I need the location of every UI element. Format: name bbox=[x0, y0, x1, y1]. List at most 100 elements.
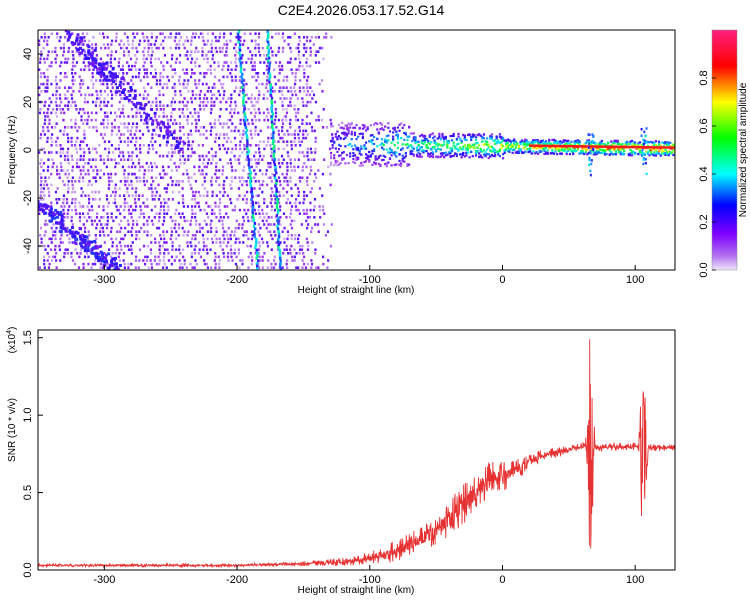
heatmap-cell bbox=[76, 33, 80, 37]
heatmap-cell bbox=[158, 154, 162, 158]
heatmap-cell bbox=[158, 259, 161, 262]
heatmap-cell bbox=[107, 262, 110, 266]
heatmap-cell bbox=[79, 154, 82, 158]
heatmap-cell bbox=[127, 262, 130, 266]
heatmap-cell bbox=[115, 86, 119, 90]
heatmap-cell bbox=[661, 150, 664, 154]
heatmap-cell bbox=[173, 226, 176, 230]
heatmap-cell bbox=[238, 51, 241, 55]
heatmap-cell bbox=[230, 115, 234, 118]
heatmap-cell bbox=[65, 75, 69, 79]
heatmap-cell bbox=[632, 150, 635, 154]
heatmap-cell bbox=[473, 147, 476, 150]
heatmap-cell bbox=[99, 154, 102, 158]
heatmap-cell bbox=[135, 187, 138, 190]
heatmap-cell bbox=[107, 252, 111, 256]
heatmap-cell bbox=[618, 150, 621, 154]
heatmap-cell bbox=[439, 155, 443, 158]
heatmap-cell bbox=[199, 226, 202, 230]
heatmap-cell bbox=[597, 142, 600, 145]
heatmap-cell bbox=[460, 156, 463, 159]
heatmap-cell bbox=[401, 147, 404, 150]
heatmap-cell bbox=[266, 75, 269, 79]
heatmap-cell bbox=[230, 201, 233, 205]
heatmap-cell bbox=[111, 129, 114, 133]
heatmap-cell bbox=[233, 154, 236, 158]
heatmap-cell bbox=[123, 194, 126, 197]
heatmap-cell bbox=[78, 219, 82, 223]
heatmap-cell bbox=[229, 72, 232, 75]
heatmap-cell bbox=[658, 143, 661, 146]
heatmap-cell bbox=[102, 205, 105, 208]
heatmap-cell bbox=[501, 139, 505, 142]
heatmap-cell bbox=[205, 82, 208, 86]
heatmap-cell bbox=[128, 93, 132, 97]
heatmap-cell bbox=[80, 93, 83, 97]
heatmap-cell bbox=[221, 50, 224, 53]
heatmap-cell bbox=[371, 152, 374, 155]
heatmap-cell bbox=[293, 90, 297, 93]
heatmap-cell bbox=[55, 75, 58, 79]
heatmap-cell bbox=[267, 67, 271, 71]
heatmap-cell bbox=[179, 162, 182, 165]
heatmap-cell bbox=[433, 147, 436, 150]
snr-y-tick-label: 1.5 bbox=[22, 330, 34, 345]
heatmap-cell bbox=[376, 137, 379, 140]
heatmap-cell bbox=[64, 57, 67, 61]
heatmap-cell bbox=[94, 59, 98, 63]
heatmap-cell bbox=[209, 223, 212, 226]
heatmap-cell bbox=[250, 165, 253, 169]
heatmap-cell bbox=[193, 194, 196, 197]
heatmap-cell bbox=[164, 201, 167, 205]
heatmap-cell bbox=[230, 187, 233, 190]
heatmap-cell bbox=[199, 172, 202, 176]
heatmap-cell bbox=[209, 248, 212, 251]
heatmap-cell bbox=[396, 126, 400, 129]
heatmap-cell bbox=[293, 219, 296, 223]
heatmap-cell bbox=[431, 137, 435, 140]
heatmap-cell bbox=[48, 122, 51, 125]
heatmap-cell bbox=[211, 241, 214, 244]
heatmap-cell bbox=[662, 150, 665, 154]
heatmap-cell bbox=[138, 158, 141, 161]
heatmap-cell bbox=[177, 223, 181, 226]
heatmap-cell bbox=[100, 93, 103, 97]
heatmap-cell bbox=[87, 183, 90, 187]
heatmap-cell bbox=[210, 50, 213, 53]
heatmap-cell bbox=[54, 50, 57, 53]
heatmap-cell bbox=[189, 43, 193, 46]
heatmap-cell bbox=[237, 226, 240, 230]
heatmap-cell bbox=[153, 216, 156, 219]
heatmap-cell bbox=[142, 144, 145, 147]
heatmap-cell bbox=[96, 172, 99, 176]
heatmap-cell bbox=[150, 262, 153, 266]
heatmap-cell bbox=[345, 127, 349, 131]
heatmap-cell bbox=[219, 241, 222, 244]
heatmap-cell bbox=[119, 93, 122, 97]
heatmap-cell bbox=[267, 230, 270, 233]
heatmap-cell bbox=[438, 135, 441, 138]
heatmap-cell bbox=[45, 183, 49, 187]
heatmap-cell bbox=[368, 160, 371, 163]
heatmap-cell bbox=[506, 146, 509, 149]
heatmap-cell bbox=[154, 68, 157, 71]
heatmap-cell bbox=[90, 248, 94, 252]
heatmap-cell bbox=[103, 252, 106, 255]
heatmap-cell bbox=[592, 148, 595, 151]
heatmap-cell bbox=[110, 172, 113, 176]
heatmap-cell bbox=[59, 151, 62, 154]
heatmap-cell bbox=[83, 230, 87, 233]
heatmap-cell bbox=[514, 146, 517, 149]
heatmap-cell bbox=[276, 224, 279, 228]
heatmap-cell bbox=[47, 205, 50, 208]
heatmap-cell bbox=[233, 136, 237, 140]
heatmap-cell bbox=[78, 90, 81, 93]
heatmap-cell bbox=[257, 230, 260, 233]
heatmap-cell bbox=[102, 36, 106, 39]
heatmap-cell bbox=[567, 147, 570, 151]
heatmap-cell bbox=[123, 79, 126, 82]
heatmap-cell bbox=[198, 248, 201, 251]
heatmap-cell bbox=[487, 156, 490, 160]
heatmap-cell bbox=[629, 140, 632, 143]
heatmap-cell bbox=[111, 86, 114, 89]
